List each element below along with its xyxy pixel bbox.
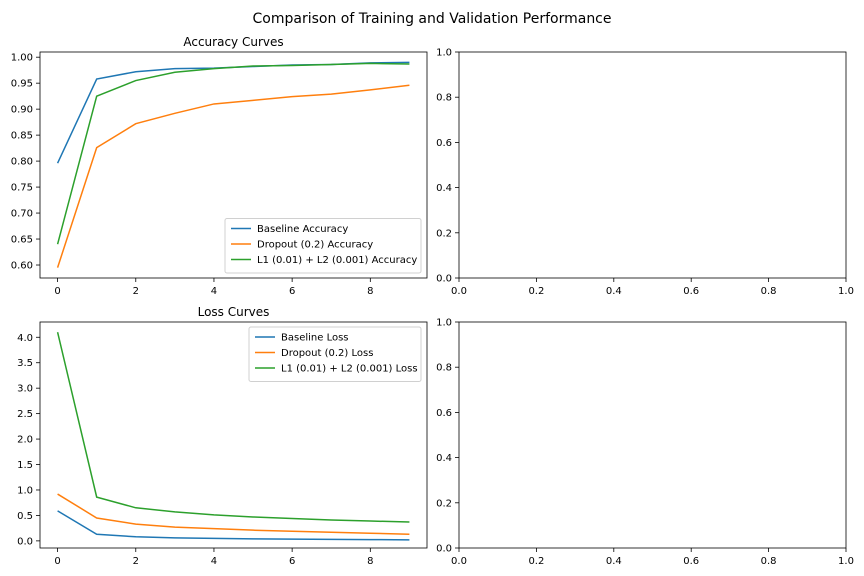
figure-suptitle: Comparison of Training and Validation Pe… [253, 11, 612, 27]
x-tick-label: 1.0 [838, 286, 854, 297]
series-line-3 [56, 62, 410, 245]
series-line-2 [56, 84, 410, 268]
x-tick-label: 0 [54, 286, 60, 297]
x-tick-label: 0 [54, 556, 60, 567]
axes-title: Loss Curves [198, 305, 270, 319]
y-tick-label: 0.2 [436, 228, 452, 239]
x-tick-label: 0.6 [683, 556, 699, 567]
y-tick-label: 1.00 [11, 53, 33, 64]
legend-label-3: L1 (0.01) + L2 (0.001) Accuracy [257, 255, 417, 266]
legend: Baseline Loss Dropout (0.2) Loss L1 (0.01)… [248, 326, 422, 382]
y-tick-label: 0.90 [11, 105, 33, 116]
y-tick-label: 0.8 [436, 363, 452, 374]
legend-label-2: Dropout (0.2) Loss [281, 348, 373, 359]
series-line-1 [57, 510, 410, 541]
x-tick-label: 6 [289, 556, 295, 567]
x-tick-label: 1.0 [838, 556, 854, 567]
series-line-2 [57, 493, 410, 536]
x-tick-label: 4 [211, 286, 217, 297]
y-tick-label: 0.0 [436, 274, 452, 285]
x-tick-label: 6 [289, 286, 295, 297]
x-tick-label: 0.8 [761, 286, 777, 297]
legend-label-2: Dropout (0.2) Accuracy [257, 240, 373, 251]
subplot-1: 0 2 4 6 8 0.60 0.65 0.70 0.75 0.80 0.85 0.90 0.95 1.0… [11, 35, 428, 297]
y-tick-label: 0.0 [436, 544, 452, 555]
x-tick-label: 0.0 [451, 286, 467, 297]
y-tick-label: 0.8 [436, 93, 452, 104]
x-tick-label: 0.0 [451, 556, 467, 567]
y-tick-label: 1.0 [436, 318, 452, 329]
x-tick-label: 4 [211, 556, 217, 567]
subplot-2: 0.0 0.2 0.4 0.6 0.8 1.0 0.0 0.2 0.4 0.6 0.8 1.0 [436, 48, 854, 298]
axes-frame [39, 51, 428, 279]
y-tick-label: 0.75 [11, 183, 33, 194]
y-tick-label: 0.6 [436, 408, 452, 419]
axes-frame [458, 51, 847, 279]
y-tick-label: 1.0 [17, 485, 33, 496]
y-tick-label: 0.65 [11, 235, 33, 246]
x-tick-label: 0.6 [683, 286, 699, 297]
legend-label-1: Baseline Loss [281, 333, 349, 344]
x-tick-label: 0.2 [528, 556, 544, 567]
y-tick-label: 1.5 [17, 460, 33, 471]
y-tick-label: 0.6 [436, 138, 452, 149]
series-line-1 [56, 61, 410, 164]
axes-title: Accuracy Curves [183, 35, 283, 49]
subplot-3: 0 2 4 6 8 0.0 0.5 1.0 1.5 2.0 2.5 3.0 3.5 4.0 Loss Cur… [17, 305, 428, 567]
x-tick-label: 0.8 [761, 556, 777, 567]
y-tick-label: 2.0 [17, 435, 33, 446]
x-tick-label: 0.4 [606, 556, 622, 567]
y-tick-label: 0.70 [11, 209, 33, 220]
y-tick-label: 0.0 [17, 536, 33, 547]
y-tick-label: 0.60 [11, 261, 33, 272]
axes-frame [458, 321, 847, 549]
x-tick-label: 8 [367, 556, 373, 567]
y-tick-label: 0.2 [436, 498, 452, 509]
y-tick-label: 0.4 [436, 453, 452, 464]
x-tick-label: 2 [133, 286, 139, 297]
series-line-3 [56, 332, 410, 523]
x-tick-label: 0.2 [528, 286, 544, 297]
y-tick-label: 0.5 [17, 511, 33, 522]
x-tick-label: 2 [133, 556, 139, 567]
legend: Baseline Accuracy Dropout (0.2) Accuracy L… [224, 218, 422, 274]
y-tick-label: 0.80 [11, 157, 33, 168]
x-tick-label: 8 [367, 286, 373, 297]
legend-box [248, 326, 422, 382]
y-tick-label: 1.0 [436, 48, 452, 59]
legend-box [224, 218, 422, 274]
legend-label-1: Baseline Accuracy [257, 224, 348, 235]
y-tick-label: 4.0 [17, 333, 33, 344]
y-tick-label: 3.0 [17, 384, 33, 395]
x-tick-label: 0.4 [606, 286, 622, 297]
y-tick-label: 3.5 [17, 358, 33, 369]
subplot-4: 0.0 0.2 0.4 0.6 0.8 1.0 0.0 0.2 0.4 0.6 0.8 1.0 [436, 318, 854, 568]
y-tick-label: 0.85 [11, 131, 33, 142]
axes-frame [39, 321, 428, 549]
legend-label-3: L1 (0.01) + L2 (0.001) Loss [281, 364, 418, 375]
y-tick-label: 0.4 [436, 183, 452, 194]
y-tick-label: 0.95 [11, 79, 33, 90]
y-tick-label: 2.5 [17, 409, 33, 420]
